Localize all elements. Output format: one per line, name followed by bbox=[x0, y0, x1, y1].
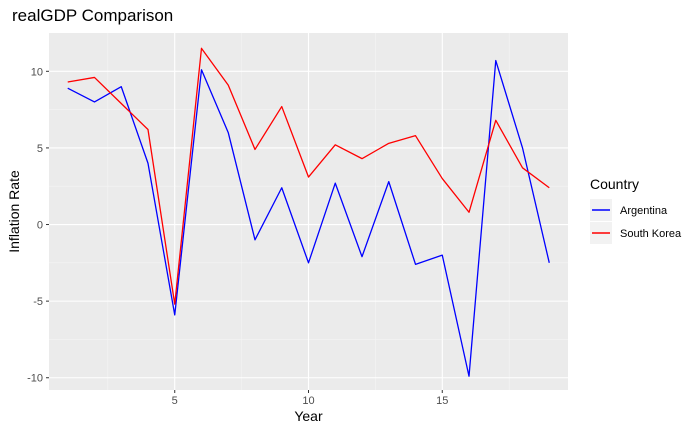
axis-ticks bbox=[46, 70, 443, 393]
y-tick-label: -10 bbox=[27, 373, 43, 385]
y-tick-label: 0 bbox=[37, 220, 43, 232]
y-tick-label: -5 bbox=[33, 296, 43, 308]
chart-title: realGDP Comparison bbox=[12, 6, 173, 25]
legend-label-south-korea: South Korea bbox=[620, 228, 682, 240]
series-layer bbox=[67, 47, 550, 377]
y-axis-title: Inflation Rate bbox=[6, 170, 22, 253]
x-tick-label: 5 bbox=[172, 395, 178, 407]
x-tick-label: 10 bbox=[302, 395, 314, 407]
y-tick-label: 10 bbox=[31, 66, 43, 78]
x-tick-label: 15 bbox=[436, 395, 448, 407]
grid-major bbox=[49, 33, 568, 390]
series-line-argentina bbox=[67, 59, 550, 377]
tick-labels: 5 10 15 -10 -5 0 5 10 bbox=[27, 66, 448, 407]
series-line-south-korea bbox=[67, 47, 550, 305]
legend-label-argentina: Argentina bbox=[620, 205, 668, 217]
legend: Country Argentina South Korea bbox=[590, 176, 682, 244]
x-axis-title: Year bbox=[294, 408, 323, 424]
legend-title: Country bbox=[590, 176, 639, 192]
y-tick-label: 5 bbox=[37, 143, 43, 155]
